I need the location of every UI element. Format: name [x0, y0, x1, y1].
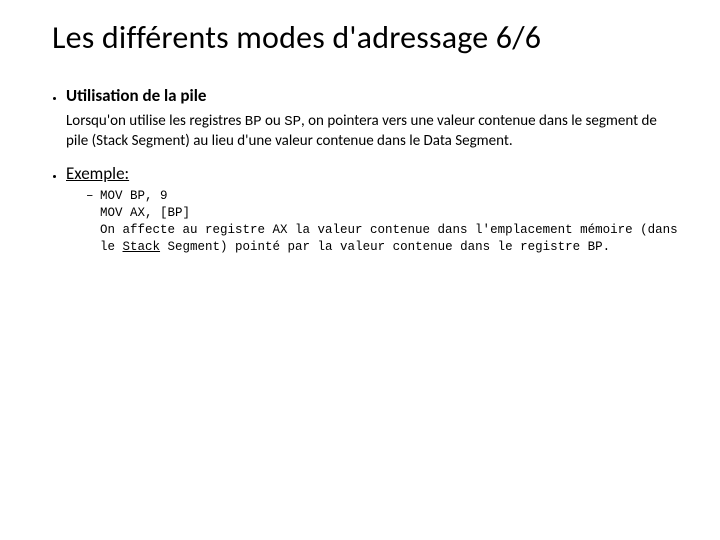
bullet-heading: Exemple:	[66, 163, 129, 184]
slide-title: Les différents modes d'adressage 6/6	[52, 18, 680, 57]
bullet-item-pile: Utilisation de la pile Lorsqu'on utilise…	[66, 85, 680, 151]
slide: Les différents modes d'adressage 6/6 Uti…	[0, 0, 720, 540]
code-line-2: MOV AX, [BP]	[100, 205, 680, 222]
bullet-list: Utilisation de la pile Lorsqu'on utilise…	[40, 85, 680, 256]
para-text: ou	[262, 112, 285, 130]
code-inline-bp: BP	[245, 114, 262, 130]
example-desc: On affecte au registre AX la valeur cont…	[100, 222, 680, 256]
code-inline-sp: SP	[284, 114, 301, 130]
example-block: MOV BP, 9 MOV AX, [BP] On affecte au reg…	[86, 188, 680, 256]
inner-list: MOV BP, 9 MOV AX, [BP] On affecte au reg…	[66, 188, 680, 256]
desc-under: Stack	[123, 240, 161, 254]
bullet-paragraph: Lorsqu'on utilise les registres BP ou SP…	[66, 112, 680, 151]
para-text: Lorsqu'on utilise les registres	[66, 112, 245, 130]
code-line-1: MOV BP, 9	[100, 188, 680, 205]
desc-post: Segment) pointé par la valeur contenue d…	[160, 240, 610, 254]
bullet-heading: Utilisation de la pile	[66, 85, 206, 106]
bullet-item-exemple: Exemple: MOV BP, 9 MOV AX, [BP] On affec…	[66, 163, 680, 256]
